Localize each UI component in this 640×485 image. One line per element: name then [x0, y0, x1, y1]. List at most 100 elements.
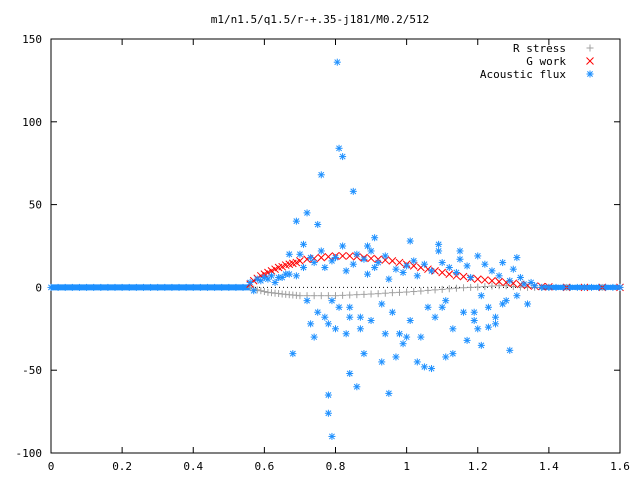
- acoustic-flux-point: [460, 308, 468, 316]
- r-stress-point: [474, 283, 482, 291]
- acoustic-flux-point: [449, 325, 457, 333]
- acoustic-flux-point: [559, 283, 567, 291]
- r-stress-point: [310, 292, 318, 300]
- acoustic-flux-point: [438, 303, 446, 311]
- acoustic-flux-point: [356, 325, 364, 333]
- acoustic-flux-point: [367, 317, 375, 325]
- acoustic-flux-point: [154, 283, 162, 291]
- acoustic-flux-point: [374, 259, 382, 267]
- x-tick-label: 0: [48, 460, 55, 473]
- acoustic-flux-point: [509, 265, 517, 273]
- x-tick-label: 0.8: [326, 460, 346, 473]
- acoustic-flux-point: [481, 260, 489, 268]
- acoustic-flux-point: [257, 277, 265, 285]
- legend-marker-acoustic-flux: [586, 70, 594, 78]
- acoustic-flux-point: [342, 267, 350, 275]
- acoustic-flux-point: [328, 297, 336, 305]
- acoustic-flux-point: [399, 340, 407, 348]
- r-stress-point: [296, 292, 304, 300]
- acoustic-flux-point: [349, 187, 357, 195]
- acoustic-flux-point: [495, 272, 503, 280]
- acoustic-flux-point: [406, 317, 414, 325]
- acoustic-flux-point: [385, 389, 393, 397]
- legend-label-r-stress: R stress: [513, 42, 566, 55]
- g-work-point: [598, 283, 607, 292]
- acoustic-flux-point: [403, 262, 411, 270]
- acoustic-flux-point: [324, 409, 332, 417]
- acoustic-flux-point: [346, 313, 354, 321]
- acoustic-flux-point: [68, 283, 76, 291]
- acoustic-flux-point: [299, 264, 307, 272]
- acoustic-flux-point: [264, 275, 272, 283]
- acoustic-flux-point: [285, 270, 293, 278]
- r-stress-point: [339, 291, 347, 299]
- acoustic-flux-point: [474, 252, 482, 260]
- acoustic-flux-point: [317, 247, 325, 255]
- acoustic-flux-point: [463, 336, 471, 344]
- x-tick-label: 1.6: [610, 460, 630, 473]
- acoustic-flux-point: [442, 353, 450, 361]
- acoustic-flux-point: [428, 267, 436, 275]
- acoustic-flux-point: [196, 283, 204, 291]
- acoustic-flux-point: [420, 363, 428, 371]
- g-work-point: [438, 268, 447, 277]
- r-stress-point: [374, 290, 382, 298]
- r-stress-point: [488, 282, 496, 290]
- legend-label-g-work: G work: [526, 55, 566, 68]
- acoustic-flux-point: [513, 254, 521, 262]
- g-work-point: [445, 270, 454, 279]
- acoustic-flux-point: [552, 283, 560, 291]
- chart-title: m1/n1.5/q1.5/r-+.35-j181/M0.2/512: [211, 13, 430, 26]
- acoustic-flux-point: [317, 171, 325, 179]
- acoustic-flux-point: [463, 262, 471, 270]
- y-tick-label: 100: [22, 116, 42, 129]
- acoustic-flux-point: [392, 265, 400, 273]
- acoustic-flux-point: [484, 303, 492, 311]
- acoustic-flux-point: [83, 283, 91, 291]
- y-tick-label: 0: [35, 281, 42, 294]
- acoustic-flux-point: [470, 308, 478, 316]
- acoustic-flux-point: [403, 333, 411, 341]
- acoustic-flux-point: [324, 391, 332, 399]
- g-work-point: [345, 252, 354, 260]
- acoustic-flux-point: [506, 346, 514, 354]
- acoustic-flux-point: [506, 277, 514, 285]
- acoustic-flux-point: [250, 287, 258, 295]
- r-stress-point: [388, 289, 396, 297]
- g-work-point: [338, 252, 347, 260]
- r-stress-point: [509, 283, 517, 291]
- acoustic-flux-point: [616, 283, 624, 291]
- acoustic-flux-point: [360, 350, 368, 358]
- x-tick-label: 1: [403, 460, 410, 473]
- acoustic-flux-point: [364, 242, 372, 250]
- axes: 0 0.2 0.4 0.6 0.8 1 1.2 1.4 1.6 -100 -50 0 50 100 150: [16, 33, 630, 473]
- acoustic-flux-point: [246, 278, 254, 286]
- acoustic-flux-point: [333, 58, 341, 66]
- g-work-point: [473, 275, 482, 283]
- r-stress-point: [396, 288, 404, 296]
- acoustic-flux-point: [328, 432, 336, 440]
- acoustic-flux-point: [371, 264, 379, 272]
- acoustic-flux-point: [435, 247, 443, 255]
- acoustic-flux-point: [303, 297, 311, 305]
- acoustic-flux-point: [346, 370, 354, 378]
- acoustic-flux-point: [314, 308, 322, 316]
- acoustic-flux-point: [182, 283, 190, 291]
- r-stress-point: [317, 292, 325, 300]
- acoustic-flux-point: [438, 259, 446, 267]
- acoustic-flux-point: [381, 330, 389, 338]
- acoustic-flux-point: [271, 278, 279, 286]
- acoustic-flux-point: [232, 283, 240, 291]
- acoustic-flux-point: [580, 283, 588, 291]
- acoustic-flux-point: [75, 283, 83, 291]
- r-stress-point: [353, 291, 361, 299]
- r-stress-point: [460, 284, 468, 292]
- acoustic-flux-point: [367, 247, 375, 255]
- acoustic-flux-point: [296, 250, 304, 258]
- acoustic-flux-point: [111, 283, 119, 291]
- acoustic-flux-point: [406, 237, 414, 245]
- acoustic-flux-point: [470, 317, 478, 325]
- acoustic-flux-point: [285, 250, 293, 258]
- r-stress-point: [417, 287, 425, 295]
